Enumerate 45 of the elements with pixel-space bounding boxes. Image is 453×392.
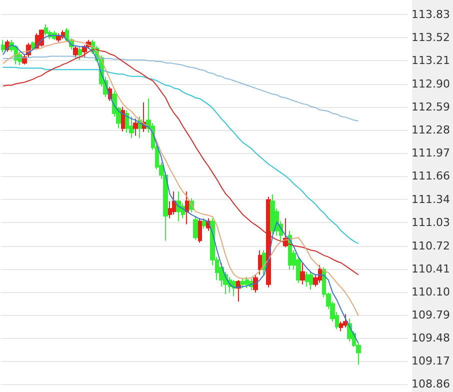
candlestick [39, 29, 44, 48]
candlestick [44, 24, 48, 36]
y2-tick-label: 110.72 [412, 239, 450, 252]
y2-tick-label: 112.90 [412, 77, 450, 90]
candlestick [176, 191, 181, 222]
candlestick [185, 191, 189, 225]
candlestick [236, 279, 241, 302]
candlestick [258, 250, 262, 276]
y2-tick-label: 112.28 [412, 123, 450, 136]
candlestick [133, 118, 138, 136]
candlestick [202, 218, 206, 230]
candlestick [56, 32, 61, 43]
line-series [2, 66, 359, 244]
y2-tick-label: 112.59 [412, 100, 450, 114]
y2-tick-label: 113.21 [412, 54, 450, 68]
line-series [2, 56, 359, 122]
y2-tick-label: 113.52 [412, 31, 450, 44]
candlestick [309, 271, 313, 290]
candlestick [262, 250, 266, 276]
y2-tick-label: 111.34 [412, 193, 450, 206]
y2-tick-label: 111.03 [412, 216, 450, 230]
candlestick [240, 278, 245, 289]
y2-tick-label: 109.17 [412, 354, 450, 368]
y2-tick-label: 111.66 [412, 169, 450, 182]
y2-tick-label: 108.86 [412, 378, 450, 390]
y2-tick-label: 110.41 [412, 262, 450, 276]
y2-tick-label: 113.83 [412, 8, 450, 22]
candlestick [1, 39, 5, 54]
y2-tick-label: 109.79 [412, 308, 450, 322]
y2-tick-label: 111.97 [412, 146, 450, 160]
y2-tick-label: 110.10 [412, 285, 450, 298]
candlestick [270, 194, 275, 234]
candlestick [121, 106, 125, 132]
candlestick [305, 271, 309, 288]
candlestick [73, 45, 78, 58]
candlestick [31, 40, 35, 50]
y2-tick-label: 109.48 [412, 331, 450, 344]
candlestick [78, 46, 82, 60]
candlestick [343, 314, 348, 328]
candlestick [300, 262, 305, 285]
candlestick [198, 218, 202, 244]
candlestick [253, 274, 258, 294]
candlestick [193, 216, 198, 240]
line-series [2, 49, 359, 276]
candlestick [172, 191, 176, 216]
